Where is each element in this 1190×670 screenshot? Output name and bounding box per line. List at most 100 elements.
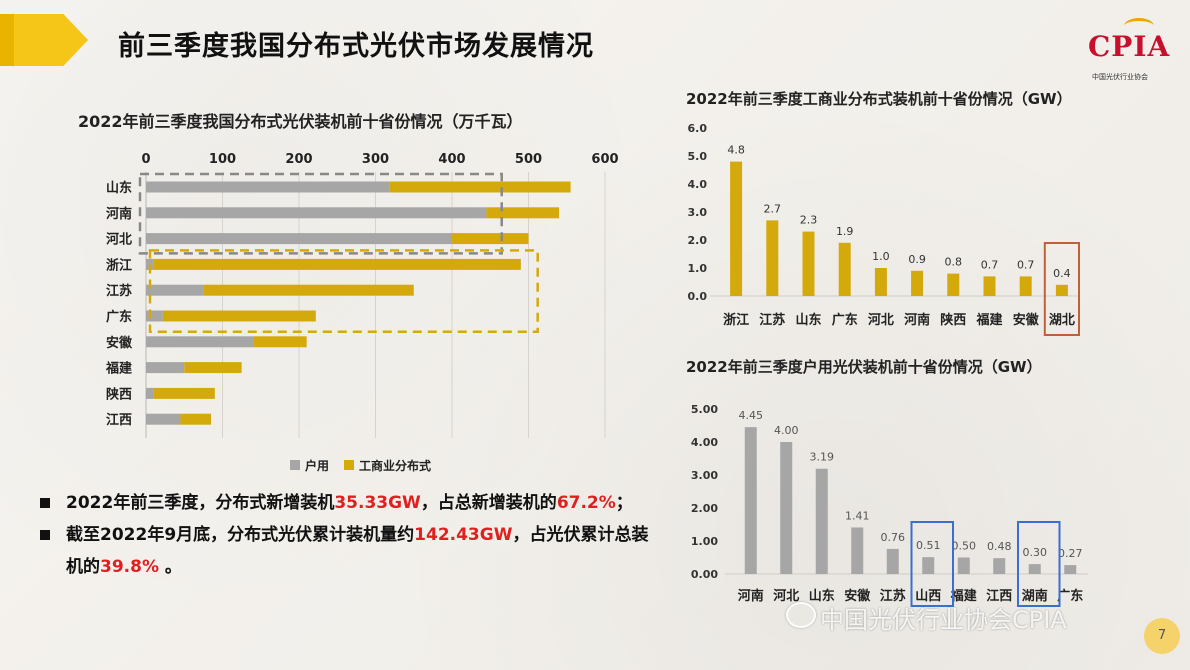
bar <box>1055 284 1068 296</box>
bar-segment <box>203 284 414 296</box>
data-label: 1.9 <box>836 225 854 238</box>
x-tick-label: 河南 <box>738 588 764 604</box>
annotation-box-blue <box>910 521 954 607</box>
annotation-box-orange <box>1043 242 1081 336</box>
logo-subtext: 中国光伏行业协会 <box>1092 73 1148 81</box>
legend-label: 户用 <box>305 458 329 473</box>
data-label: 3.19 <box>810 451 835 464</box>
bar <box>1019 276 1032 296</box>
y-tick-label: 0.0 <box>688 290 708 303</box>
data-label: 1.0 <box>872 250 890 263</box>
bar <box>874 268 887 296</box>
y-tick-label: 陕西 <box>106 386 132 402</box>
bar <box>1064 565 1077 574</box>
y-tick-label: 6.0 <box>688 122 708 135</box>
x-tick-label: 江苏 <box>880 588 906 604</box>
y-tick-label: 5.00 <box>691 403 718 416</box>
x-tick-label: 100 <box>209 152 236 167</box>
x-tick-label: 山东 <box>809 588 835 604</box>
y-tick-label: 0.00 <box>691 568 718 581</box>
bullet-item: 截至2022年9月底，分布式光伏累计装机量约142.43GW，占光伏累计总装机的… <box>40 519 660 583</box>
bar <box>730 161 743 296</box>
summary-bullets: 2022年前三季度，分布式新增装机35.33GW，占总新增装机的67.2%； 截… <box>40 487 660 583</box>
y-tick-label: 4.00 <box>691 436 718 449</box>
x-tick-label: 200 <box>285 152 312 167</box>
x-tick-label: 福建 <box>975 312 1002 328</box>
y-tick-label: 2.00 <box>691 502 718 515</box>
bar-segment <box>162 310 316 322</box>
bar <box>922 557 935 574</box>
data-label: 0.76 <box>881 531 906 544</box>
y-tick-label: 2.0 <box>688 234 708 247</box>
logo-text: CPIA <box>1088 30 1171 63</box>
x-tick-label: 河南 <box>904 312 930 328</box>
bar <box>1028 564 1041 574</box>
bar <box>911 270 924 296</box>
x-tick-label: 广东 <box>832 312 858 328</box>
bar-segment <box>146 181 390 193</box>
data-label: 0.30 <box>1023 546 1048 559</box>
data-label: 0.7 <box>981 258 999 271</box>
annotation-box-blue <box>1017 521 1061 607</box>
data-label: 2.7 <box>764 202 782 215</box>
page-number: 7 <box>1144 618 1180 654</box>
left-chart-title: 2022年前三季度我国分布式光伏装机前十省份情况（万千瓦） <box>78 112 523 131</box>
commercial-chart-title: 2022年前三季度工商业分布式装机前十省份情况（GW） <box>686 90 1072 108</box>
data-label: 4.8 <box>727 144 745 157</box>
x-tick-label: 湖北 <box>1049 313 1075 328</box>
bar-segment <box>146 336 254 348</box>
bar-segment <box>180 413 212 425</box>
y-tick-label: 安徽 <box>106 335 133 351</box>
bar <box>815 468 828 574</box>
y-tick-label: 河北 <box>106 232 132 248</box>
x-tick-label: 江苏 <box>759 312 785 328</box>
data-label: 0.27 <box>1058 547 1083 560</box>
bar-segment <box>146 387 154 399</box>
x-tick-label: 600 <box>591 152 618 167</box>
data-label: 0.7 <box>1017 258 1035 271</box>
highlight-value: 35.33GW <box>334 493 421 513</box>
data-label: 1.41 <box>845 509 870 522</box>
bar <box>851 527 864 574</box>
x-tick-label: 山西 <box>915 588 941 604</box>
bar-segment <box>486 207 560 219</box>
y-tick-label: 3.00 <box>691 469 718 482</box>
data-label: 0.8 <box>945 256 963 269</box>
bar-segment <box>146 233 452 245</box>
y-tick-label: 1.0 <box>688 262 708 275</box>
y-tick-label: 福建 <box>105 361 132 377</box>
bar-segment <box>146 362 185 374</box>
bar-segment <box>389 181 571 193</box>
watermark-text: 中国光伏行业协会CPIA <box>820 606 1067 634</box>
bar <box>947 273 960 296</box>
y-tick-label: 5.0 <box>688 150 708 163</box>
data-label: 0.48 <box>987 540 1012 553</box>
y-tick-label: 3.0 <box>688 206 708 219</box>
bar-segment <box>184 362 242 374</box>
annotation-box-gray <box>138 172 503 255</box>
bar <box>993 558 1006 574</box>
bar <box>886 548 899 574</box>
bar <box>780 442 793 574</box>
data-label: 0.50 <box>952 540 977 553</box>
y-tick-label: 江苏 <box>106 283 132 299</box>
x-tick-label: 400 <box>438 152 465 167</box>
household-chart-title: 2022年前三季度户用光伏装机前十省份情况（GW） <box>686 358 1042 376</box>
bar-segment <box>253 336 307 348</box>
bar <box>838 242 851 296</box>
legend-swatch <box>290 460 300 470</box>
bar-segment <box>146 258 154 270</box>
highlight-value: 142.43GW <box>414 525 513 545</box>
bar-segment <box>153 258 521 270</box>
bullet-item: 2022年前三季度，分布式新增装机35.33GW，占总新增装机的67.2%； <box>40 487 660 519</box>
x-tick-label: 广东 <box>1057 588 1083 604</box>
bar <box>957 557 970 574</box>
y-tick-label: 江西 <box>106 412 132 428</box>
data-label: 4.45 <box>739 409 764 422</box>
x-tick-label: 河北 <box>773 588 799 604</box>
bar <box>766 220 779 296</box>
